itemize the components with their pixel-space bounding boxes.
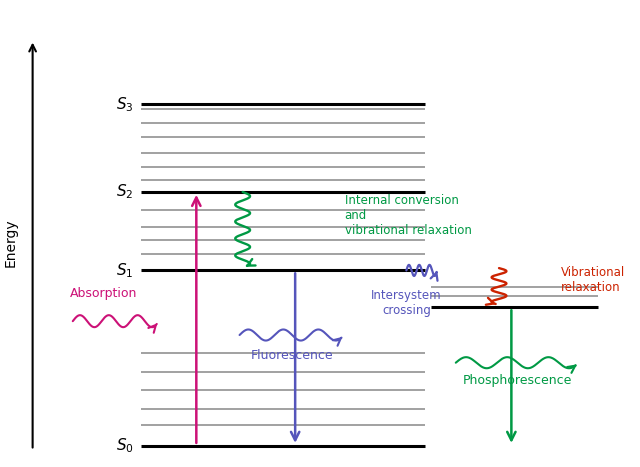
Text: Absorption: Absorption xyxy=(70,287,138,300)
Text: Energy: Energy xyxy=(4,219,18,267)
Text: Intersystem
crossing: Intersystem crossing xyxy=(371,289,442,317)
Text: Vibrational
relaxation: Vibrational relaxation xyxy=(561,266,625,294)
Text: $S_3$: $S_3$ xyxy=(116,95,133,113)
Text: Phosphorescence: Phosphorescence xyxy=(463,374,572,387)
Text: $S_1$: $S_1$ xyxy=(116,261,133,280)
Text: Internal conversion
and
vibrational relaxation: Internal conversion and vibrational rela… xyxy=(344,193,472,237)
Text: $S_0$: $S_0$ xyxy=(115,437,133,455)
Text: Fluorescence: Fluorescence xyxy=(251,349,333,362)
Text: $S_2$: $S_2$ xyxy=(116,183,133,201)
